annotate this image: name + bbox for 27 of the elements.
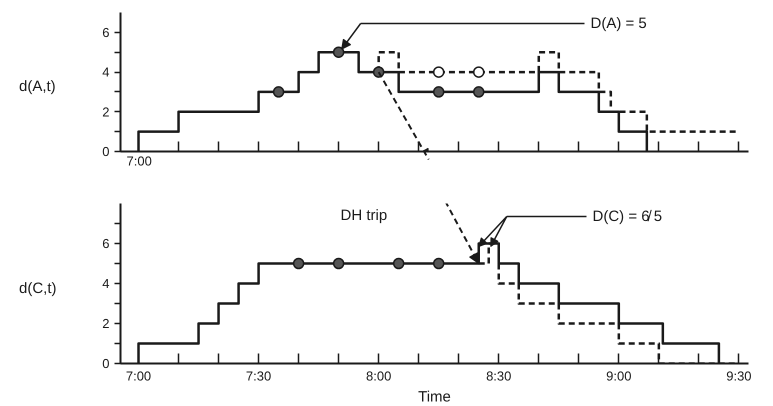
point (432, 86, 444, 98)
x-tick-label: 9:30 (726, 368, 752, 384)
x-tick-label: 7:30 (246, 368, 272, 384)
y-tick-label: 2 (102, 104, 110, 120)
x-tick-label: 8:00 (366, 368, 392, 384)
y-axis-title: d(A,t) (19, 77, 56, 97)
y-tick-label: 4 (102, 64, 110, 80)
y-tick-label: 6 (102, 24, 110, 40)
y-tick-label: 0 (102, 356, 110, 371)
point (472, 86, 484, 98)
point (472, 66, 484, 78)
y-tick-label: 6 (102, 236, 110, 251)
x-axis-title: Time (418, 388, 451, 406)
y-tick-label: 2 (102, 316, 110, 331)
y-tick-label: 4 (102, 276, 110, 291)
x-tick-label: 7:00 (126, 368, 152, 384)
annotation: DH trip (340, 207, 388, 224)
x-tick-label: 9:00 (606, 368, 632, 384)
annotation: D(A) = 5 (590, 15, 647, 32)
point (272, 86, 284, 98)
annotation: D(C) = 6̸ 5 (592, 208, 662, 225)
point (432, 66, 444, 78)
point (332, 46, 344, 58)
text: 7:00 (126, 154, 152, 168)
y-axis-title: d(C,t) (19, 279, 56, 299)
y-tick-label: 0 (102, 144, 110, 159)
x-tick-label: 8:30 (486, 368, 512, 384)
